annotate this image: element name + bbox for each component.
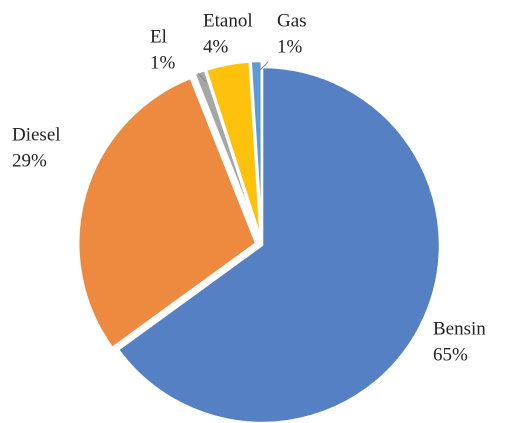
leader-line: [257, 61, 269, 73]
slice-value: 29%: [12, 150, 47, 171]
pie-slice: [249, 59, 264, 240]
leader-line: [197, 72, 207, 83]
pie-slice: [116, 65, 442, 423]
slice-value: 4%: [203, 36, 229, 57]
pie-slice: [77, 76, 258, 350]
slice-value: 65%: [433, 344, 468, 365]
pie: Bensin 65% Diesel 29% El 1% Etanol 4% Gas 1%: [12, 10, 486, 423]
slice-label: Etanol: [203, 10, 253, 31]
slice-value: 1%: [150, 52, 176, 73]
slice-value: 1%: [277, 36, 303, 57]
slice-label: Bensin: [433, 318, 486, 339]
slice-label: El: [150, 26, 167, 47]
slice-label: Gas: [277, 10, 307, 31]
slice-label: Diesel: [12, 124, 61, 145]
